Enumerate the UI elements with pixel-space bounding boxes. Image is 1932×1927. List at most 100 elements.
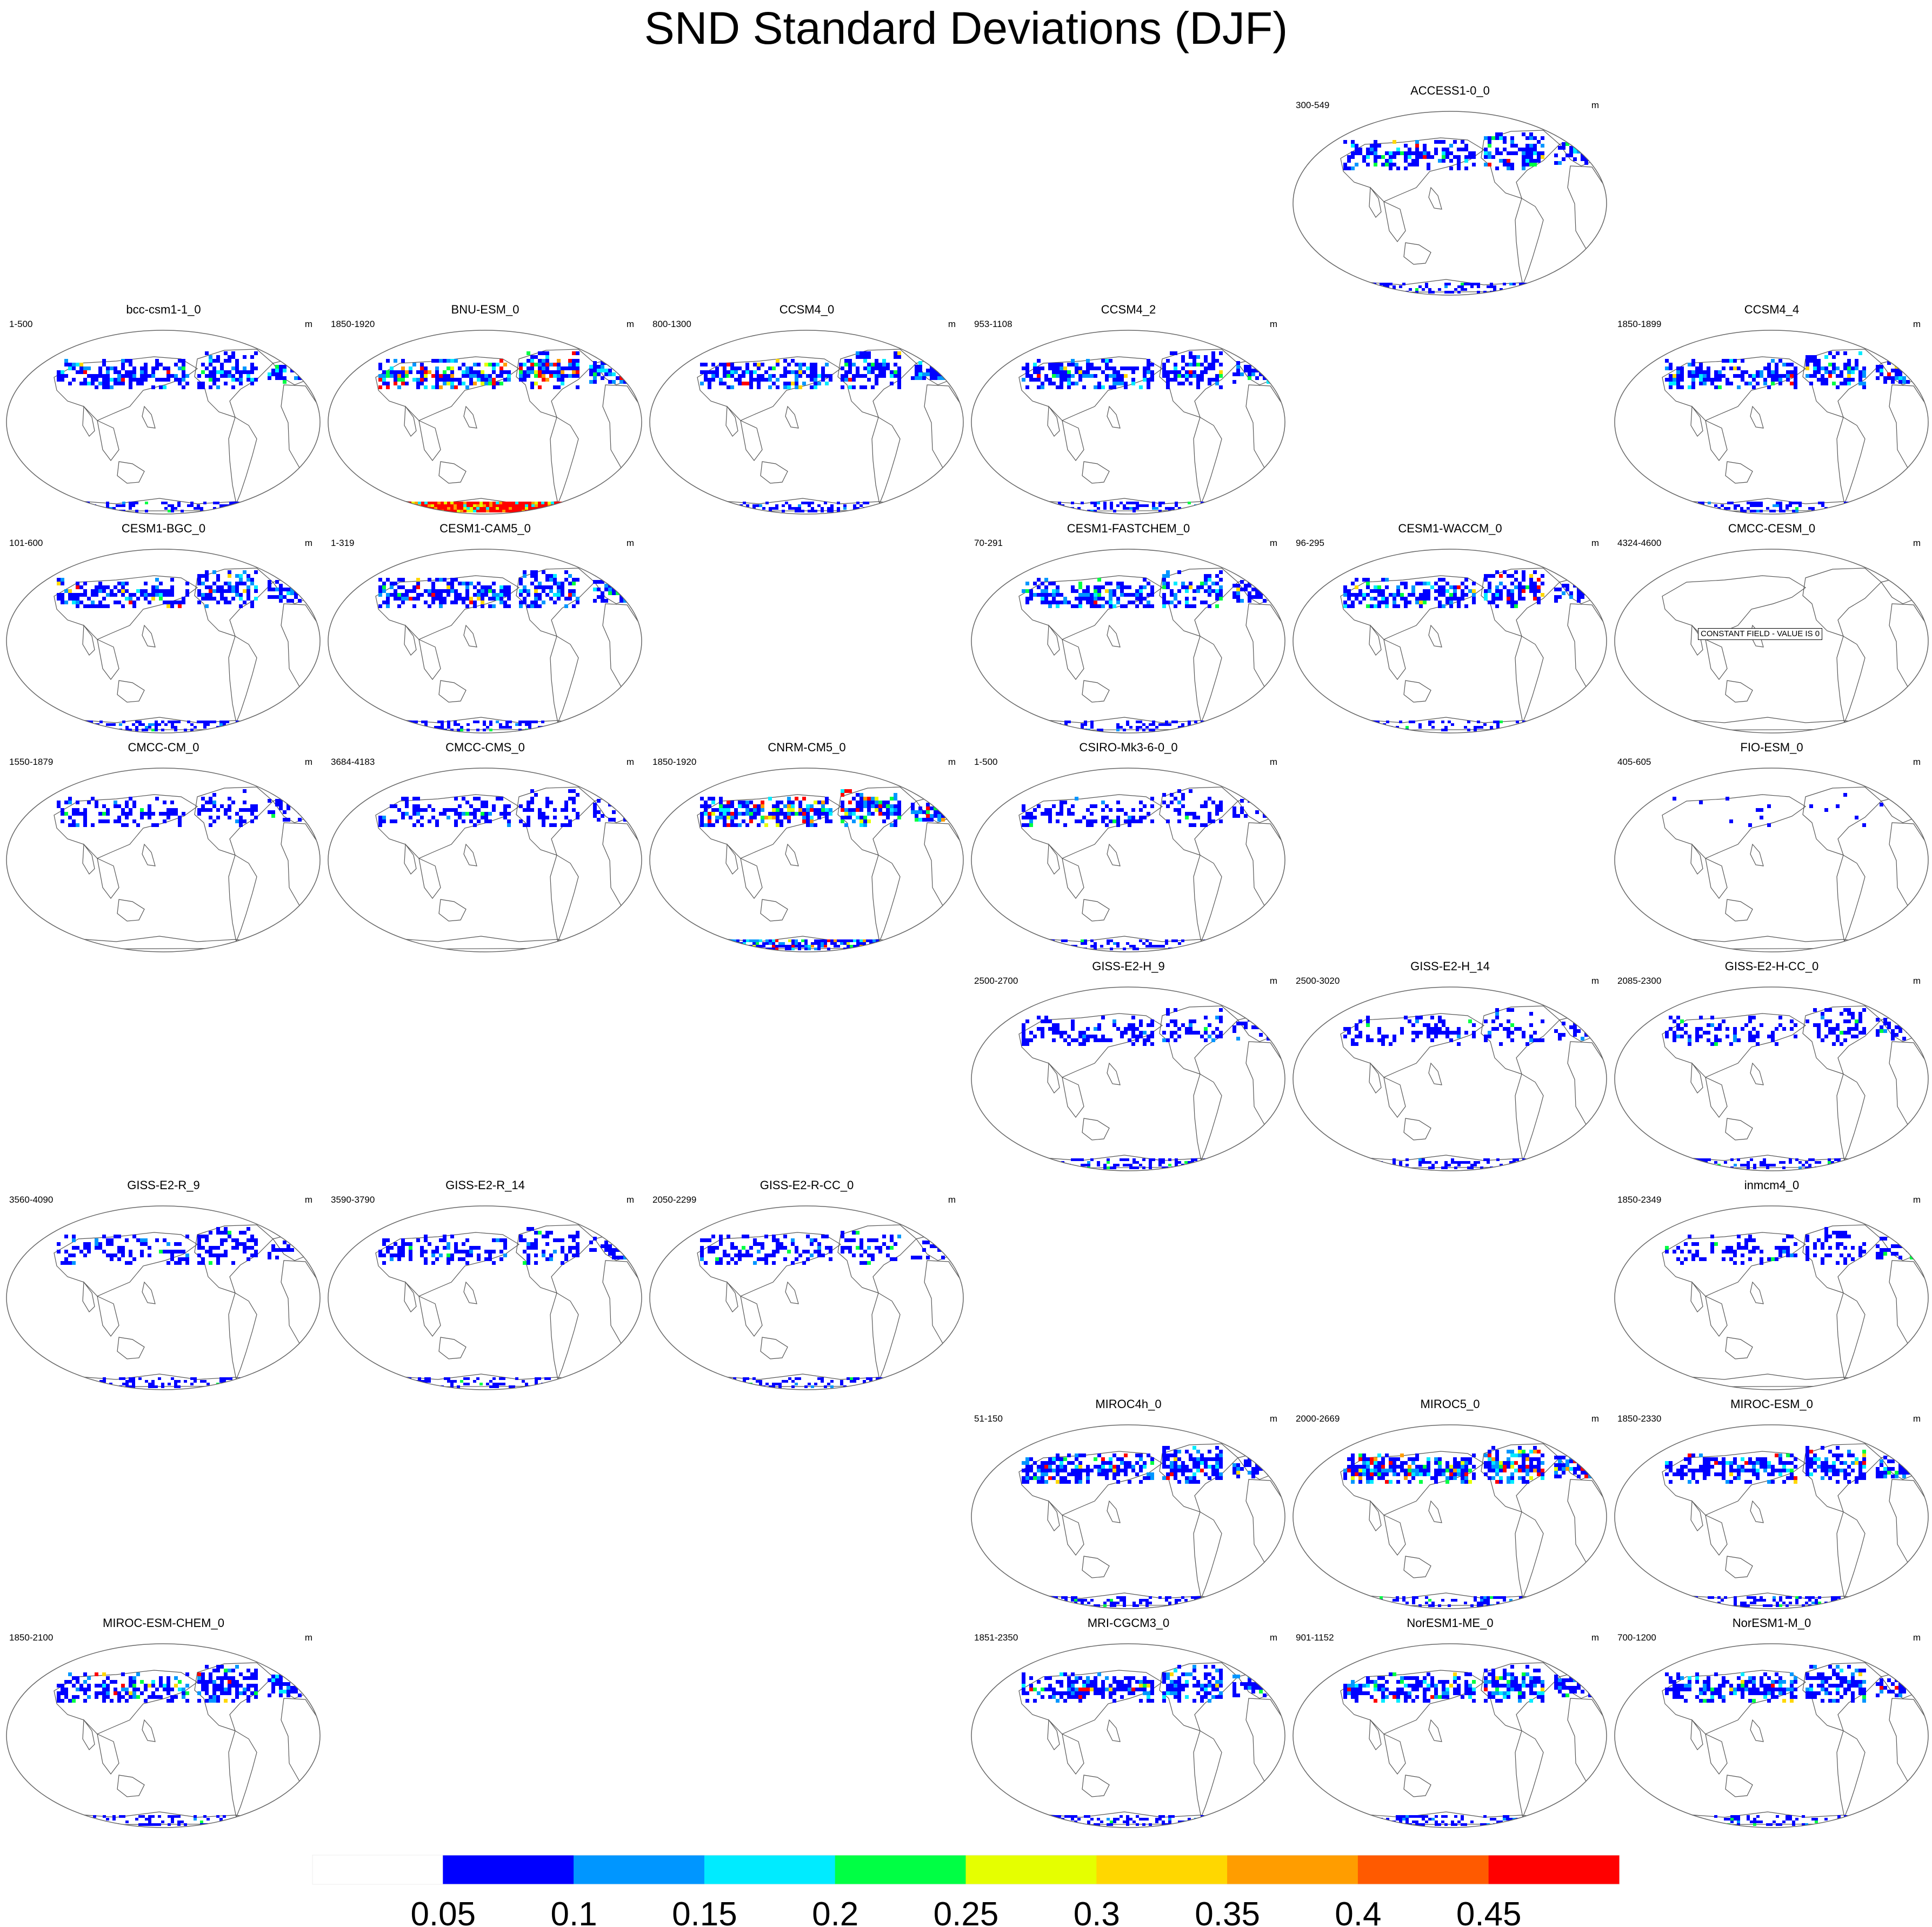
robinson-map [6, 330, 321, 515]
panel-year-range: 2085-2300 [1617, 976, 1662, 986]
map-panel: MRI-CGCM3_0 1851-2350 m [968, 1616, 1289, 1832]
map-panel: GISS-E2-H_14 2500-3020 m [1289, 959, 1611, 1176]
panel-title: GISS-E2-H-CC_0 [1724, 959, 1819, 973]
robinson-map [649, 330, 964, 515]
colorbar-frame [312, 1855, 1620, 1885]
panel-title: bcc-csm1-1_0 [126, 303, 201, 316]
map-frame [1293, 1643, 1607, 1828]
panel-year-range: 901-1152 [1296, 1632, 1334, 1643]
panel-units: m [1591, 100, 1599, 110]
panel-units: m [1591, 1413, 1599, 1424]
robinson-map [1614, 330, 1929, 515]
robinson-map [971, 1643, 1285, 1828]
panel-units: m [1913, 1413, 1921, 1424]
snow-depth-field [1673, 793, 1902, 827]
robinson-map [1293, 111, 1607, 296]
coastlines [370, 1224, 642, 1388]
panel-year-range: 2500-3020 [1296, 976, 1340, 986]
panel-year-range: 101-600 [9, 538, 43, 548]
panel-title: CSIRO-Mk3-6-0_0 [1079, 741, 1178, 754]
panel-units: m [1591, 1632, 1599, 1643]
panel-title: FIO-ESM_0 [1740, 741, 1803, 754]
panel-title: GISS-E2-H_9 [1092, 959, 1165, 973]
panel-year-range: 1850-2330 [1617, 1413, 1662, 1424]
panel-year-range: 3590-3790 [331, 1195, 375, 1205]
map-frame [971, 1643, 1285, 1828]
panel-year-range: 70-291 [974, 538, 1003, 548]
map-panel: MIROC-ESM_0 1850-2330 m [1611, 1397, 1932, 1613]
map-frame [1614, 549, 1929, 734]
panel-year-range: 1851-2350 [974, 1632, 1018, 1643]
panel-title: CCSM4_0 [779, 303, 835, 316]
panel-year-range: 800-1300 [652, 319, 691, 329]
panel-year-range: 700-1200 [1617, 1632, 1656, 1643]
robinson-map [649, 768, 964, 952]
colorbar-swatch [1357, 1855, 1489, 1885]
map-panel: CCSM4_4 1850-1899 m [1611, 303, 1932, 519]
map-frame [6, 330, 321, 515]
panel-year-range: 1850-1899 [1617, 319, 1662, 329]
panel-title: CNRM-CM5_0 [768, 741, 846, 754]
map-panel: CCSM4_0 800-1300 m [646, 303, 968, 519]
map-panel: inmcm4_0 1850-2349 m [1611, 1178, 1932, 1395]
map-frame [1614, 330, 1929, 515]
panel-title: ACCESS1-0_0 [1410, 84, 1490, 97]
map-panel: GISS-E2-R_9 3560-4090 m [3, 1178, 324, 1395]
panel-units: m [1269, 538, 1277, 548]
panel-title: MIROC-ESM-CHEM_0 [103, 1616, 224, 1630]
map-panel: CESM1-WACCM_0 96-295 m [1289, 522, 1611, 738]
panel-year-range: 300-549 [1296, 100, 1330, 110]
panel-title: CMCC-CM_0 [128, 741, 199, 754]
panel-units: m [1269, 1632, 1277, 1643]
map-frame [971, 768, 1285, 952]
colorbar-swatch [312, 1855, 444, 1885]
map-frame [1614, 1424, 1929, 1609]
panel-units: m [1591, 976, 1599, 986]
robinson-map [971, 1424, 1285, 1609]
robinson-map [6, 768, 321, 952]
map-panel: GISS-E2-R-CC_0 2050-2299 m [646, 1178, 968, 1395]
panel-year-range: 1850-2349 [1617, 1195, 1662, 1205]
colorbar-tick-label: 0.1 [550, 1896, 597, 1927]
panel-units: m [626, 1195, 634, 1205]
robinson-map [6, 1205, 321, 1390]
panel-units: m [304, 319, 312, 329]
panel-units: m [1913, 1195, 1921, 1205]
robinson-map [328, 768, 642, 952]
colorbar-swatch [443, 1855, 575, 1885]
panel-units: m [1269, 976, 1277, 986]
map-panel: MIROC5_0 2000-2669 m [1289, 1397, 1611, 1613]
map-panel: CSIRO-Mk3-6-0_0 1-500 m [968, 741, 1289, 957]
panel-units: m [304, 538, 312, 548]
panel-units: m [304, 1632, 312, 1643]
panel-units: m [1913, 757, 1921, 767]
panel-year-range: 4324-4600 [1617, 538, 1662, 548]
panel-title: MIROC5_0 [1420, 1397, 1480, 1411]
panel-units: m [948, 757, 956, 767]
colorbar-swatch [1488, 1855, 1620, 1885]
robinson-map [971, 768, 1285, 952]
map-panel: MIROC-ESM-CHEM_0 1850-2100 m [3, 1616, 324, 1832]
map-frame [649, 330, 964, 515]
panel-year-range: 1850-2100 [9, 1632, 54, 1643]
panel-title: inmcm4_0 [1744, 1178, 1800, 1192]
panel-year-range: 2500-2700 [974, 976, 1018, 986]
snow-depth-field [697, 351, 949, 512]
robinson-map [1614, 1643, 1929, 1828]
colorbar-swatch [1096, 1855, 1228, 1885]
colorbar-tick-label: 0.3 [1074, 1896, 1120, 1927]
robinson-map [1293, 986, 1607, 1171]
constant-field-label: CONSTANT FIELD - VALUE IS 0 [1698, 628, 1823, 640]
map-frame [328, 1205, 642, 1390]
snow-depth-field [376, 1227, 627, 1388]
map-frame [971, 1424, 1285, 1609]
map-panel: ACCESS1-0_0 300-549 m [1289, 84, 1611, 300]
colorbar-swatch [704, 1855, 836, 1885]
map-panel: GISS-E2-R_14 3590-3790 m [324, 1178, 646, 1395]
colorbar-tick-label: 0.2 [812, 1896, 858, 1927]
panel-title: CMCC-CESM_0 [1728, 522, 1816, 535]
panel-units: m [1269, 319, 1277, 329]
map-panel: CCSM4_2 953-1108 m [968, 303, 1289, 519]
map-frame [1293, 986, 1607, 1171]
panel-title: MRI-CGCM3_0 [1087, 1616, 1170, 1630]
